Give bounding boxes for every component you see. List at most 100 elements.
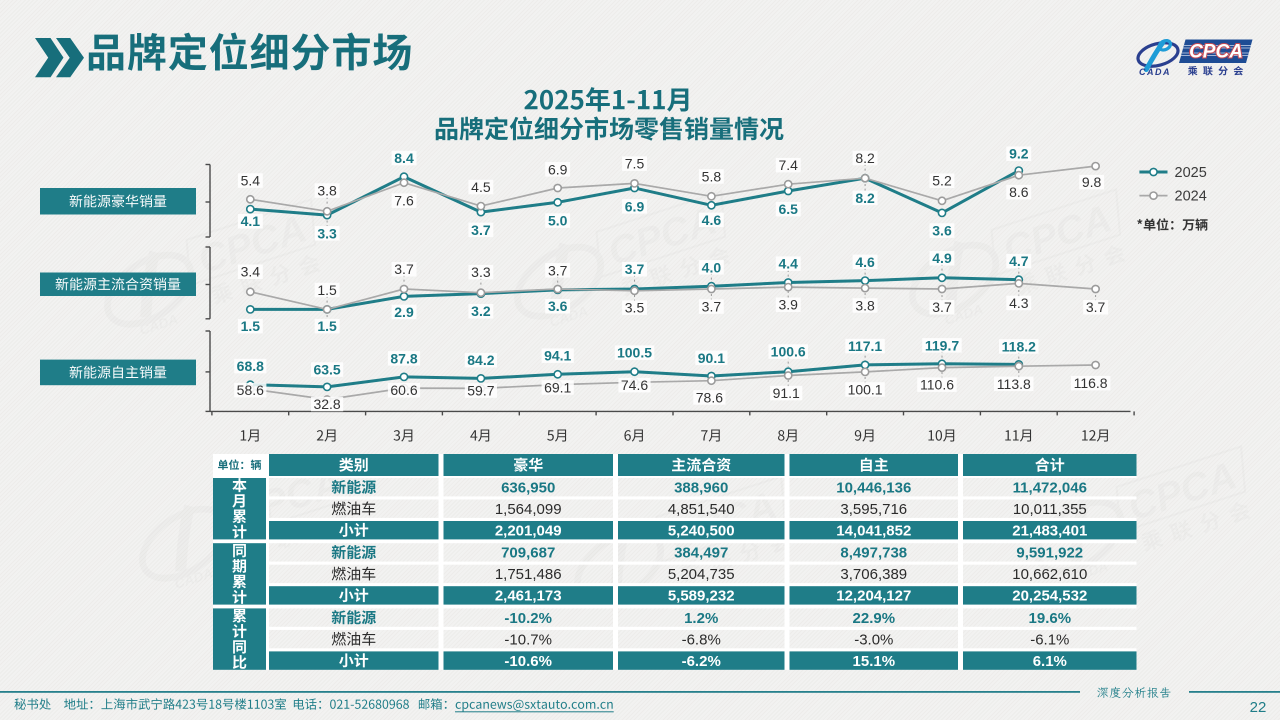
svg-text:7.5: 7.5 <box>625 156 645 172</box>
svg-text:3.6: 3.6 <box>548 298 568 314</box>
svg-text:10,662,610: 10,662,610 <box>1012 566 1087 583</box>
svg-text:-6.8%: -6.8% <box>682 631 721 648</box>
svg-text:5.4: 5.4 <box>241 173 261 189</box>
svg-text:3.7: 3.7 <box>1086 299 1106 315</box>
svg-text:709,687: 709,687 <box>501 545 555 562</box>
svg-text:1.2%: 1.2% <box>684 610 718 627</box>
svg-text:68.8: 68.8 <box>237 358 264 374</box>
svg-text:91.1: 91.1 <box>773 385 800 401</box>
svg-text:CPCA: CPCA <box>1189 42 1243 63</box>
svg-text:113.8: 113.8 <box>997 376 1031 392</box>
svg-text:100.1: 100.1 <box>848 381 883 397</box>
svg-text:4.3: 4.3 <box>1009 295 1029 311</box>
svg-text:94.1: 94.1 <box>544 348 571 364</box>
svg-text:6.9: 6.9 <box>625 198 645 214</box>
svg-text:3.7: 3.7 <box>702 299 722 315</box>
svg-text:32.8: 32.8 <box>313 396 340 412</box>
svg-text:3,595,716: 3,595,716 <box>840 501 907 518</box>
svg-text:4.6: 4.6 <box>855 254 875 270</box>
svg-text:15.1%: 15.1% <box>853 653 896 670</box>
svg-text:1.5: 1.5 <box>241 318 261 334</box>
svg-text:10,011,355: 10,011,355 <box>1013 501 1087 518</box>
svg-text:84.2: 84.2 <box>467 352 494 368</box>
svg-text:3.3: 3.3 <box>317 225 337 241</box>
svg-text:8.4: 8.4 <box>394 150 414 166</box>
svg-text:4.0: 4.0 <box>702 259 722 275</box>
svg-text:3.8: 3.8 <box>317 183 337 199</box>
svg-text:117.1: 117.1 <box>848 338 882 354</box>
svg-text:22: 22 <box>1250 699 1267 716</box>
svg-text:1,751,486: 1,751,486 <box>495 566 562 583</box>
svg-text:60.6: 60.6 <box>390 382 417 398</box>
svg-text:2024: 2024 <box>1175 189 1207 205</box>
svg-text:116.8: 116.8 <box>1074 375 1108 391</box>
svg-text:3.7: 3.7 <box>548 262 568 278</box>
svg-text:5.2: 5.2 <box>932 173 952 189</box>
svg-text:5.8: 5.8 <box>702 168 722 184</box>
svg-text:8.2: 8.2 <box>855 190 875 206</box>
svg-text:5,240,500: 5,240,500 <box>668 523 735 540</box>
svg-text:384,497: 384,497 <box>674 545 728 562</box>
svg-text:3.9: 3.9 <box>778 297 798 313</box>
svg-text:-10.6%: -10.6% <box>504 653 552 670</box>
svg-text:4.1: 4.1 <box>241 213 261 229</box>
svg-text:7.6: 7.6 <box>394 193 414 209</box>
svg-text:3.6: 3.6 <box>932 223 952 239</box>
svg-text:11,472,046: 11,472,046 <box>1013 480 1087 497</box>
svg-text:8.6: 8.6 <box>1009 184 1029 200</box>
svg-text:14,041,852: 14,041,852 <box>836 523 911 540</box>
svg-text:21,483,401: 21,483,401 <box>1012 523 1087 540</box>
svg-text:3,706,389: 3,706,389 <box>840 566 907 583</box>
svg-text:3.2: 3.2 <box>471 303 491 319</box>
svg-text:4.7: 4.7 <box>1009 253 1029 269</box>
svg-text:12,204,127: 12,204,127 <box>836 588 911 605</box>
svg-text:3.7: 3.7 <box>471 222 491 238</box>
svg-text:2.9: 2.9 <box>394 304 414 320</box>
svg-text:110.6: 110.6 <box>920 377 954 393</box>
svg-text:8,497,738: 8,497,738 <box>840 545 907 562</box>
svg-text:1.5: 1.5 <box>317 318 337 334</box>
svg-text:69.1: 69.1 <box>544 379 571 395</box>
svg-text:9.8: 9.8 <box>1082 174 1102 190</box>
svg-text:3.5: 3.5 <box>625 300 645 316</box>
svg-text:636,950: 636,950 <box>501 480 555 497</box>
svg-text:90.1: 90.1 <box>698 350 725 366</box>
svg-text:2,461,173: 2,461,173 <box>495 588 562 605</box>
svg-text:388,960: 388,960 <box>674 480 728 497</box>
svg-text:-10.2%: -10.2% <box>504 610 552 627</box>
svg-text:118.2: 118.2 <box>1002 338 1036 354</box>
svg-text:2025: 2025 <box>1175 165 1207 181</box>
svg-text:6.9: 6.9 <box>548 161 568 177</box>
svg-text:3.7: 3.7 <box>394 261 414 277</box>
svg-text:4,851,540: 4,851,540 <box>668 501 735 518</box>
svg-text:-10.7%: -10.7% <box>504 631 552 648</box>
svg-text:20,254,532: 20,254,532 <box>1012 588 1087 605</box>
svg-text:87.8: 87.8 <box>390 350 417 366</box>
svg-text:-6.1%: -6.1% <box>1030 631 1069 648</box>
svg-text:4.5: 4.5 <box>471 179 491 195</box>
svg-text:6.5: 6.5 <box>778 201 798 217</box>
svg-text:-3.0%: -3.0% <box>854 631 893 648</box>
svg-text:7.4: 7.4 <box>778 157 798 173</box>
svg-text:5,204,735: 5,204,735 <box>668 566 735 583</box>
svg-text:3.3: 3.3 <box>471 264 491 280</box>
svg-text:22.9%: 22.9% <box>853 610 896 627</box>
svg-text:4.6: 4.6 <box>702 212 722 228</box>
svg-text:4.9: 4.9 <box>932 250 952 266</box>
svg-text:3.8: 3.8 <box>855 297 875 313</box>
svg-text:78.6: 78.6 <box>696 389 723 405</box>
svg-text:1.5: 1.5 <box>317 282 337 298</box>
svg-text:8.2: 8.2 <box>855 150 875 166</box>
svg-text:6.1%: 6.1% <box>1033 653 1067 670</box>
svg-text:5,589,232: 5,589,232 <box>668 588 735 605</box>
svg-text:59.7: 59.7 <box>467 383 494 399</box>
svg-text:CADA: CADA <box>1139 67 1171 77</box>
svg-text:74.6: 74.6 <box>621 377 648 393</box>
svg-text:3.7: 3.7 <box>625 261 645 277</box>
svg-text:58.6: 58.6 <box>237 382 264 398</box>
svg-text:10,446,136: 10,446,136 <box>836 480 911 497</box>
svg-text:100.6: 100.6 <box>771 344 806 360</box>
svg-text:63.5: 63.5 <box>313 362 340 378</box>
svg-text:1,564,099: 1,564,099 <box>495 501 562 518</box>
svg-text:119.7: 119.7 <box>925 337 959 353</box>
